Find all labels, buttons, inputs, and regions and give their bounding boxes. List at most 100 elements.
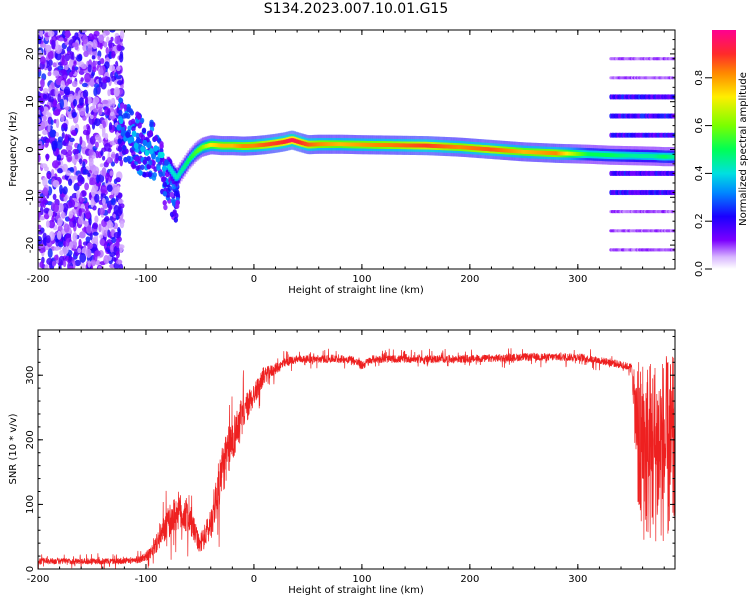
snr-marks bbox=[38, 348, 675, 569]
noise-blob bbox=[60, 211, 66, 219]
noise-blob bbox=[101, 167, 107, 177]
noise-blob bbox=[108, 40, 113, 49]
noise-blob bbox=[75, 95, 80, 101]
ridge-cell bbox=[169, 168, 173, 173]
noise-blob bbox=[84, 72, 91, 83]
ridge-cell bbox=[355, 142, 360, 147]
noise-blob bbox=[57, 93, 62, 103]
noise-blob bbox=[119, 203, 125, 209]
noise-blob bbox=[103, 229, 108, 238]
ridge-cell bbox=[179, 169, 183, 174]
noise-blob bbox=[45, 235, 51, 244]
noise-blob bbox=[109, 170, 114, 177]
noise-blob bbox=[52, 70, 60, 77]
noise-blob bbox=[90, 187, 96, 197]
transition-blob bbox=[138, 132, 144, 138]
noise-blob bbox=[100, 66, 104, 76]
noise-blob bbox=[104, 133, 109, 141]
ridge-blob bbox=[144, 149, 150, 156]
noise-blob bbox=[54, 87, 59, 97]
noise-blob bbox=[52, 62, 57, 68]
noise-blob bbox=[98, 223, 102, 233]
noise-blob bbox=[84, 96, 89, 105]
transition-blob bbox=[134, 156, 139, 162]
noise-blob bbox=[87, 172, 91, 177]
noise-blob bbox=[115, 259, 123, 265]
ridge-cell bbox=[571, 151, 575, 156]
noise-blob bbox=[38, 123, 45, 131]
snr-ylabel: SNR (10 * v/v) bbox=[8, 413, 19, 484]
noise-blob bbox=[55, 52, 62, 61]
snr-ytick-label: 300 bbox=[25, 366, 36, 385]
transition-blob bbox=[122, 144, 127, 151]
noise-blob bbox=[111, 237, 117, 244]
transition-blob bbox=[162, 200, 167, 206]
noise-blob bbox=[68, 140, 74, 147]
noise-blob bbox=[109, 30, 116, 33]
noise-blob bbox=[76, 189, 81, 200]
transition-blob bbox=[173, 217, 178, 223]
transition-blob bbox=[148, 130, 153, 136]
colorbar-ticks: 0.0 0.2 0.4 0.6 0.8 bbox=[694, 70, 712, 277]
ridge-cell bbox=[176, 174, 180, 179]
ridge-cell bbox=[168, 166, 172, 170]
colorbar-tick-label: 0.0 bbox=[694, 261, 705, 277]
noise-blob bbox=[94, 118, 101, 127]
colorbar-tick-label: 0.2 bbox=[694, 213, 705, 229]
ridge-cell bbox=[629, 153, 633, 158]
noise-blob bbox=[92, 231, 99, 236]
noise-blob bbox=[42, 88, 49, 94]
noise-blob bbox=[44, 264, 49, 269]
spec-xtick-label: -200 bbox=[27, 274, 50, 285]
snr-xtick-label: 100 bbox=[352, 574, 371, 585]
noise-blob bbox=[47, 30, 55, 37]
transition-blob bbox=[123, 112, 129, 119]
noise-blob bbox=[65, 238, 70, 247]
transition-blob bbox=[118, 97, 123, 103]
ridge-cell bbox=[671, 154, 675, 159]
noise-blob bbox=[68, 241, 74, 250]
noise-blob bbox=[55, 132, 59, 138]
noise-blob bbox=[63, 88, 70, 94]
transition-blob bbox=[149, 121, 154, 128]
noise-blob bbox=[94, 193, 100, 203]
noise-blob bbox=[63, 37, 68, 42]
noise-blob bbox=[38, 36, 42, 45]
noise-blob bbox=[58, 202, 64, 213]
noise-blob bbox=[40, 106, 44, 113]
noise-blob bbox=[78, 208, 82, 217]
ridge-blob bbox=[161, 165, 167, 172]
noise-blob bbox=[82, 34, 89, 45]
transition-blob bbox=[169, 191, 174, 198]
noise-blob bbox=[59, 98, 64, 109]
transition-blob bbox=[120, 103, 125, 109]
ridge-cell bbox=[231, 143, 235, 148]
noise-blob bbox=[66, 144, 73, 152]
noise-blob bbox=[94, 215, 99, 224]
noise-blob bbox=[93, 87, 98, 97]
ridge-cell bbox=[647, 154, 651, 158]
noise-blob bbox=[47, 124, 51, 133]
noise-blob bbox=[79, 136, 83, 146]
ridge-cell bbox=[496, 148, 500, 152]
transition-blob bbox=[138, 170, 143, 176]
noise-blob bbox=[55, 77, 62, 86]
ridge-blob bbox=[118, 117, 124, 125]
noise-blob bbox=[87, 242, 93, 250]
noise-blob bbox=[86, 112, 91, 118]
noise-blob bbox=[77, 247, 82, 254]
noise-blob bbox=[51, 260, 57, 267]
noise-blob bbox=[67, 150, 73, 157]
noise-blob bbox=[40, 201, 45, 208]
noise-blob bbox=[111, 50, 116, 59]
ridge-blob bbox=[125, 131, 130, 138]
noise-blob bbox=[96, 174, 100, 184]
noise-blob bbox=[52, 160, 59, 169]
noise-blob bbox=[87, 96, 92, 105]
noise-blob bbox=[84, 201, 90, 211]
noise-blob bbox=[62, 202, 69, 213]
noise-blob bbox=[89, 77, 95, 87]
noise-blob bbox=[50, 119, 54, 126]
noise-blob bbox=[42, 177, 48, 187]
noise-blob bbox=[40, 56, 46, 65]
